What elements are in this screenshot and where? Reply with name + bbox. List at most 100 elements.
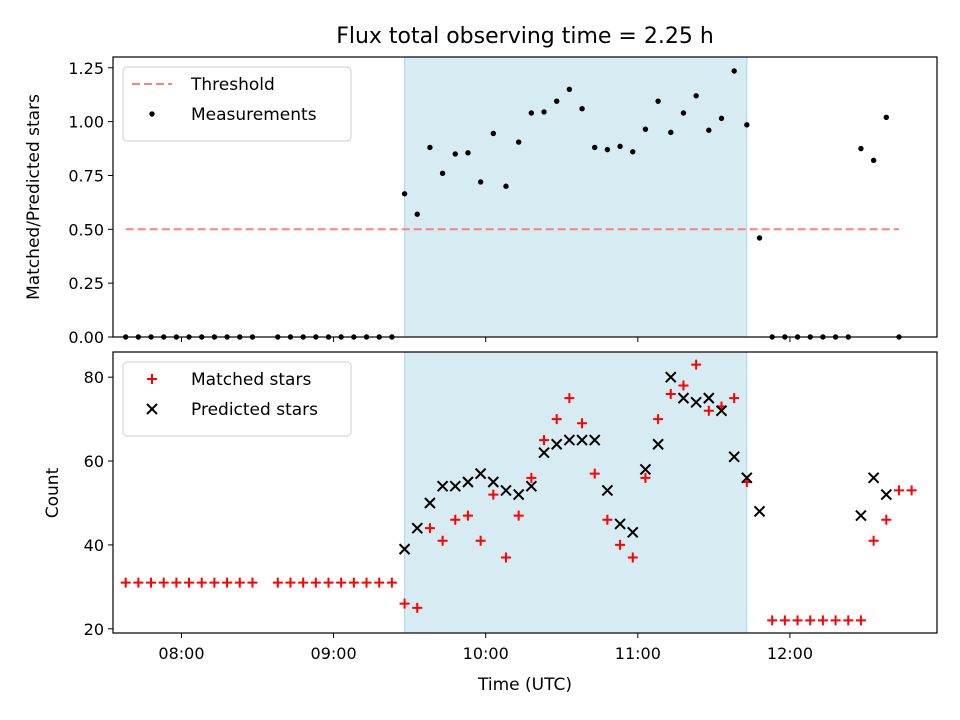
data-point xyxy=(436,480,449,492)
data-point xyxy=(677,392,690,404)
legend-label: Predicted stars xyxy=(191,400,318,420)
data-point xyxy=(706,127,712,133)
y-axis-label-bottom: Count xyxy=(43,467,63,518)
data-point xyxy=(553,98,560,104)
y-tick-label: 0.50 xyxy=(68,220,104,239)
data-point xyxy=(515,139,522,145)
data-point xyxy=(881,514,892,525)
data-point xyxy=(817,615,828,626)
axes-frame xyxy=(112,351,938,634)
data-point xyxy=(703,405,714,416)
data-point xyxy=(348,577,359,588)
data-point xyxy=(729,393,740,404)
data-point xyxy=(830,615,841,626)
data-point xyxy=(893,485,904,496)
data-point xyxy=(439,170,446,177)
data-point xyxy=(615,539,626,550)
data-point xyxy=(805,615,816,626)
data-point xyxy=(500,552,511,563)
y-tick-label: 0.00 xyxy=(68,328,104,347)
data-point xyxy=(374,577,385,588)
y-tick-label: 0.75 xyxy=(68,166,104,185)
legend-marker xyxy=(147,374,157,384)
data-point xyxy=(627,552,638,563)
data-point xyxy=(566,86,573,93)
y-tick-label: 0.25 xyxy=(68,274,104,293)
data-point xyxy=(589,468,600,479)
data-point xyxy=(538,446,550,459)
data-point xyxy=(133,577,144,588)
data-point xyxy=(728,451,740,463)
x-tick-label: 10:00 xyxy=(463,644,509,663)
legend-marker xyxy=(149,111,155,117)
data-point xyxy=(564,393,575,404)
data-point xyxy=(883,114,889,121)
data-point xyxy=(563,434,576,446)
bottom-panel: 20 40 60 80 08:00 09:00 10:00 11:00 12:00 Matched… xyxy=(84,351,938,663)
data-point xyxy=(779,615,790,626)
y-tick-label: 80 xyxy=(84,368,104,387)
data-point xyxy=(731,68,737,74)
y-tick-label: 1.00 xyxy=(68,113,104,132)
data-point xyxy=(539,435,550,446)
y-axis-label-top: Matched/Predicted stars xyxy=(24,94,44,300)
data-point xyxy=(247,577,258,588)
data-point xyxy=(474,467,487,480)
data-point xyxy=(767,615,778,626)
data-point xyxy=(477,179,484,185)
data-point xyxy=(639,463,652,476)
x-axis-label: Time (UTC) xyxy=(477,675,572,695)
data-point xyxy=(285,577,296,588)
axes-frame xyxy=(112,56,938,338)
data-point xyxy=(450,514,461,525)
data-point xyxy=(412,602,423,613)
data-point xyxy=(500,484,512,497)
data-point xyxy=(146,577,157,588)
data-point xyxy=(512,488,525,501)
data-point xyxy=(602,514,613,525)
legend-marker xyxy=(146,403,158,415)
data-point xyxy=(449,480,461,492)
legend: Threshold Measurements xyxy=(122,66,352,142)
data-point xyxy=(526,472,537,483)
legend-label: Matched stars xyxy=(191,370,311,390)
y-tick-label: 40 xyxy=(84,536,104,555)
data-point xyxy=(158,577,169,588)
data-point xyxy=(577,418,588,429)
data-point xyxy=(680,110,687,116)
data-point xyxy=(655,98,661,104)
data-point xyxy=(528,110,535,116)
data-point xyxy=(184,577,195,588)
data-point xyxy=(310,577,321,588)
data-point xyxy=(693,93,699,99)
legend-label: Measurements xyxy=(191,105,317,125)
data-point xyxy=(592,144,598,151)
data-point xyxy=(576,434,588,446)
top-panel: 0.00 0.25 0.50 0.75 1.00 1.25 Threshold Measure… xyxy=(68,56,938,347)
data-point xyxy=(691,359,702,370)
data-point xyxy=(550,438,563,450)
data-point xyxy=(744,122,750,128)
data-point xyxy=(398,543,411,555)
data-point xyxy=(171,577,182,588)
data-point xyxy=(399,598,410,609)
data-point xyxy=(298,577,309,588)
data-point xyxy=(272,577,283,588)
data-point xyxy=(427,144,433,151)
data-point xyxy=(665,388,676,399)
data-point xyxy=(462,510,473,521)
legend-box xyxy=(122,66,352,142)
data-point xyxy=(668,129,674,136)
data-point xyxy=(867,472,880,484)
data-point xyxy=(756,235,763,241)
data-point xyxy=(336,577,347,588)
data-point xyxy=(614,518,626,530)
data-point xyxy=(234,577,245,588)
x-tick-label: 09:00 xyxy=(311,644,357,663)
data-point xyxy=(630,149,636,155)
data-point xyxy=(525,480,538,492)
data-point xyxy=(551,414,562,425)
legend-box xyxy=(122,361,352,437)
x-tick-label: 12:00 xyxy=(767,644,813,663)
data-point xyxy=(741,472,753,484)
